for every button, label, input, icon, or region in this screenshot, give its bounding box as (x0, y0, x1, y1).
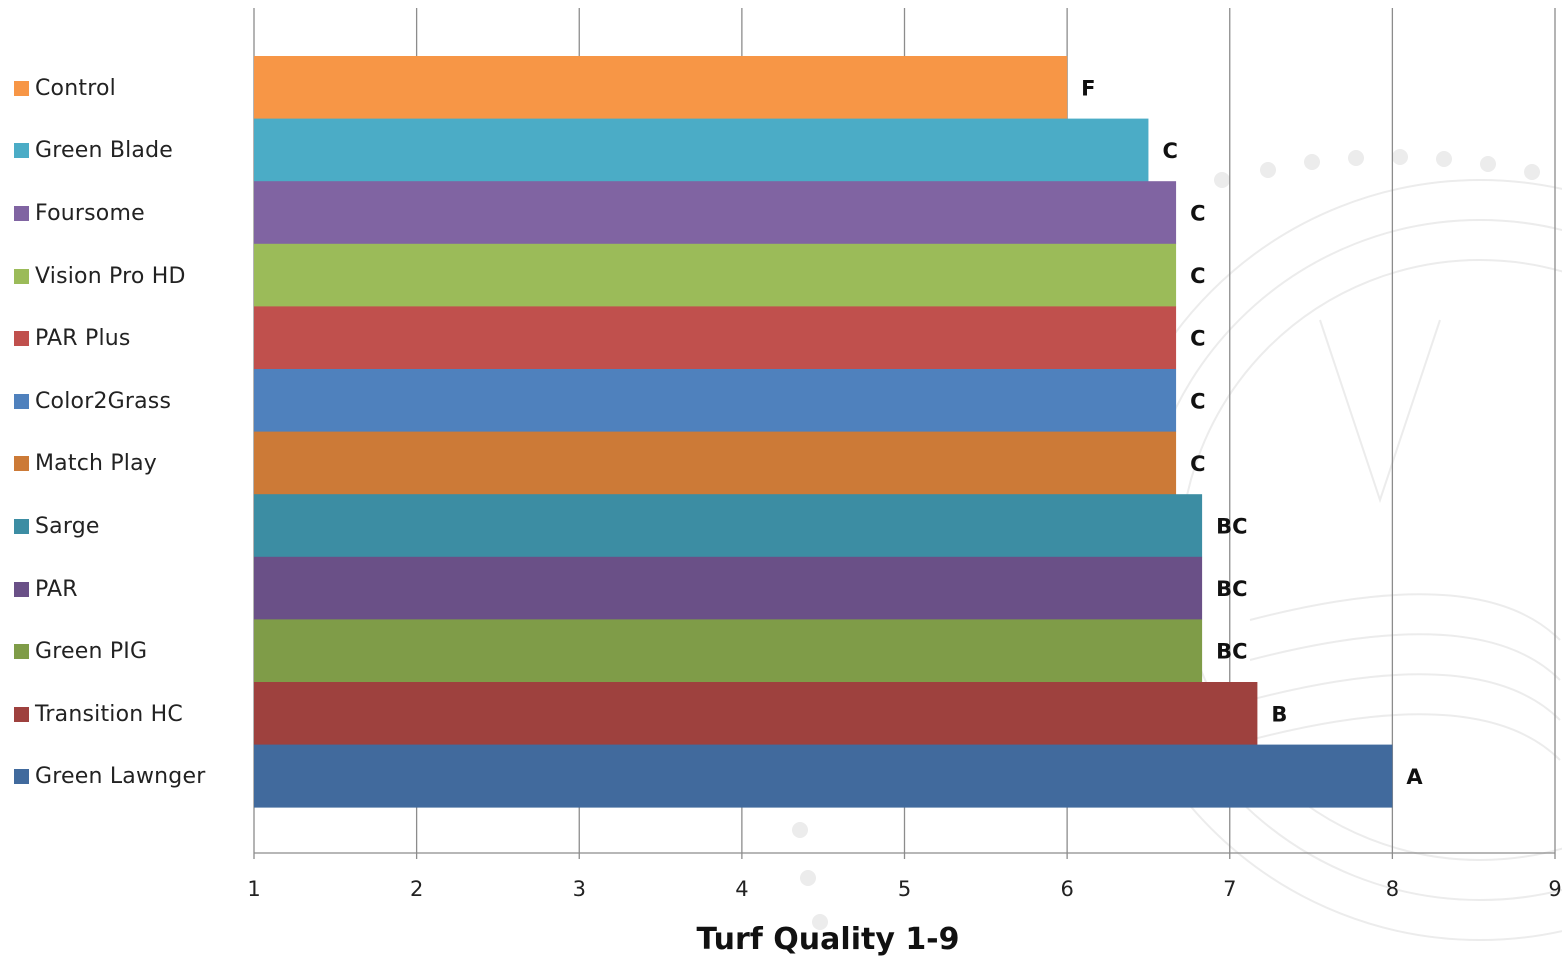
data-label: C (1162, 139, 1177, 163)
bar-color2grass (254, 369, 1177, 432)
legend-item: Sarge (14, 514, 100, 539)
data-label: F (1081, 76, 1095, 100)
data-label: C (1190, 327, 1205, 351)
data-label: A (1406, 765, 1423, 789)
legend-swatch (14, 143, 29, 159)
legend-label: Foursome (35, 201, 145, 226)
legend-swatch (14, 268, 29, 284)
x-tick-label: 3 (573, 877, 586, 901)
data-label: BC (1216, 640, 1247, 664)
x-axis-title: Turf Quality 1-9 (696, 922, 960, 957)
legend-label: Green PIG (35, 639, 148, 665)
bar-vision-pro-hd (254, 243, 1177, 307)
x-tick-label: 2 (410, 877, 423, 901)
legend-label: Color2Grass (35, 388, 172, 414)
legend-label: Vision Pro HD (35, 263, 186, 289)
x-tick-label: 7 (1223, 877, 1236, 901)
legend-label: PAR (35, 576, 78, 602)
x-tick-layer: 1 2 3 4 5 6 7 8 9 (247, 853, 1562, 901)
legend-swatch (14, 393, 29, 409)
legend-swatch (14, 769, 29, 785)
data-label: C (1190, 452, 1205, 476)
legend-swatch (14, 456, 29, 472)
legend-swatch (14, 706, 29, 722)
legend-swatch (14, 206, 29, 221)
legend-label: Control (35, 75, 116, 101)
legend-swatch (14, 519, 29, 534)
bar-match-play (254, 431, 1177, 495)
x-tick-label: 1 (247, 877, 260, 901)
data-label-layer: F C C C C C C BC BC BC B A (1081, 76, 1423, 789)
legend-label: Green Lawnger (35, 764, 206, 790)
data-label: C (1190, 389, 1205, 413)
data-label: BC (1216, 515, 1247, 539)
legend-item: Match Play (14, 451, 158, 477)
legend-label: Green Blade (35, 138, 174, 164)
bar-green-lawnger (254, 744, 1393, 808)
data-label: C (1190, 202, 1205, 226)
legend-item: PAR (14, 576, 78, 602)
bar-transition-hc (254, 682, 1258, 745)
x-tick-label: 6 (1060, 877, 1073, 901)
data-label: C (1190, 264, 1205, 288)
bar-par-plus (254, 306, 1177, 370)
legend-item: Transition HC (14, 701, 183, 727)
x-tick-label: 9 (1548, 877, 1561, 901)
x-tick-label: 5 (898, 877, 911, 901)
legend-item: Green Lawnger (14, 764, 206, 790)
legend-label: Transition HC (35, 701, 183, 727)
legend-swatch (14, 331, 29, 347)
bar-green-blade (254, 118, 1149, 182)
data-label: BC (1216, 577, 1247, 601)
x-tick-label: 8 (1386, 877, 1399, 901)
legend-item: Green PIG (14, 639, 148, 665)
legend-item: Vision Pro HD (14, 263, 186, 289)
legend-label: Sarge (35, 514, 100, 539)
legend-label: PAR Plus (35, 326, 131, 352)
legend-item: Green Blade (14, 138, 174, 164)
legend-item: PAR Plus (14, 326, 131, 352)
x-tick-label: 4 (735, 877, 748, 901)
legend-swatch (14, 644, 29, 660)
legend: Control Green Blade Foursome Vision Pro HD P… (14, 0, 254, 965)
bar-green-pig (254, 619, 1203, 683)
legend-item: Color2Grass (14, 388, 172, 414)
legend-item: Foursome (14, 201, 145, 226)
data-label: B (1271, 702, 1287, 726)
legend-item: Control (14, 75, 116, 101)
bar-layer (254, 56, 1393, 808)
legend-swatch (14, 581, 29, 597)
bar-control (254, 56, 1068, 119)
legend-swatch (14, 80, 29, 96)
bar-sarge (254, 494, 1203, 558)
legend-label: Match Play (35, 451, 158, 477)
bar-par (254, 556, 1203, 620)
bar-foursome (254, 181, 1177, 245)
